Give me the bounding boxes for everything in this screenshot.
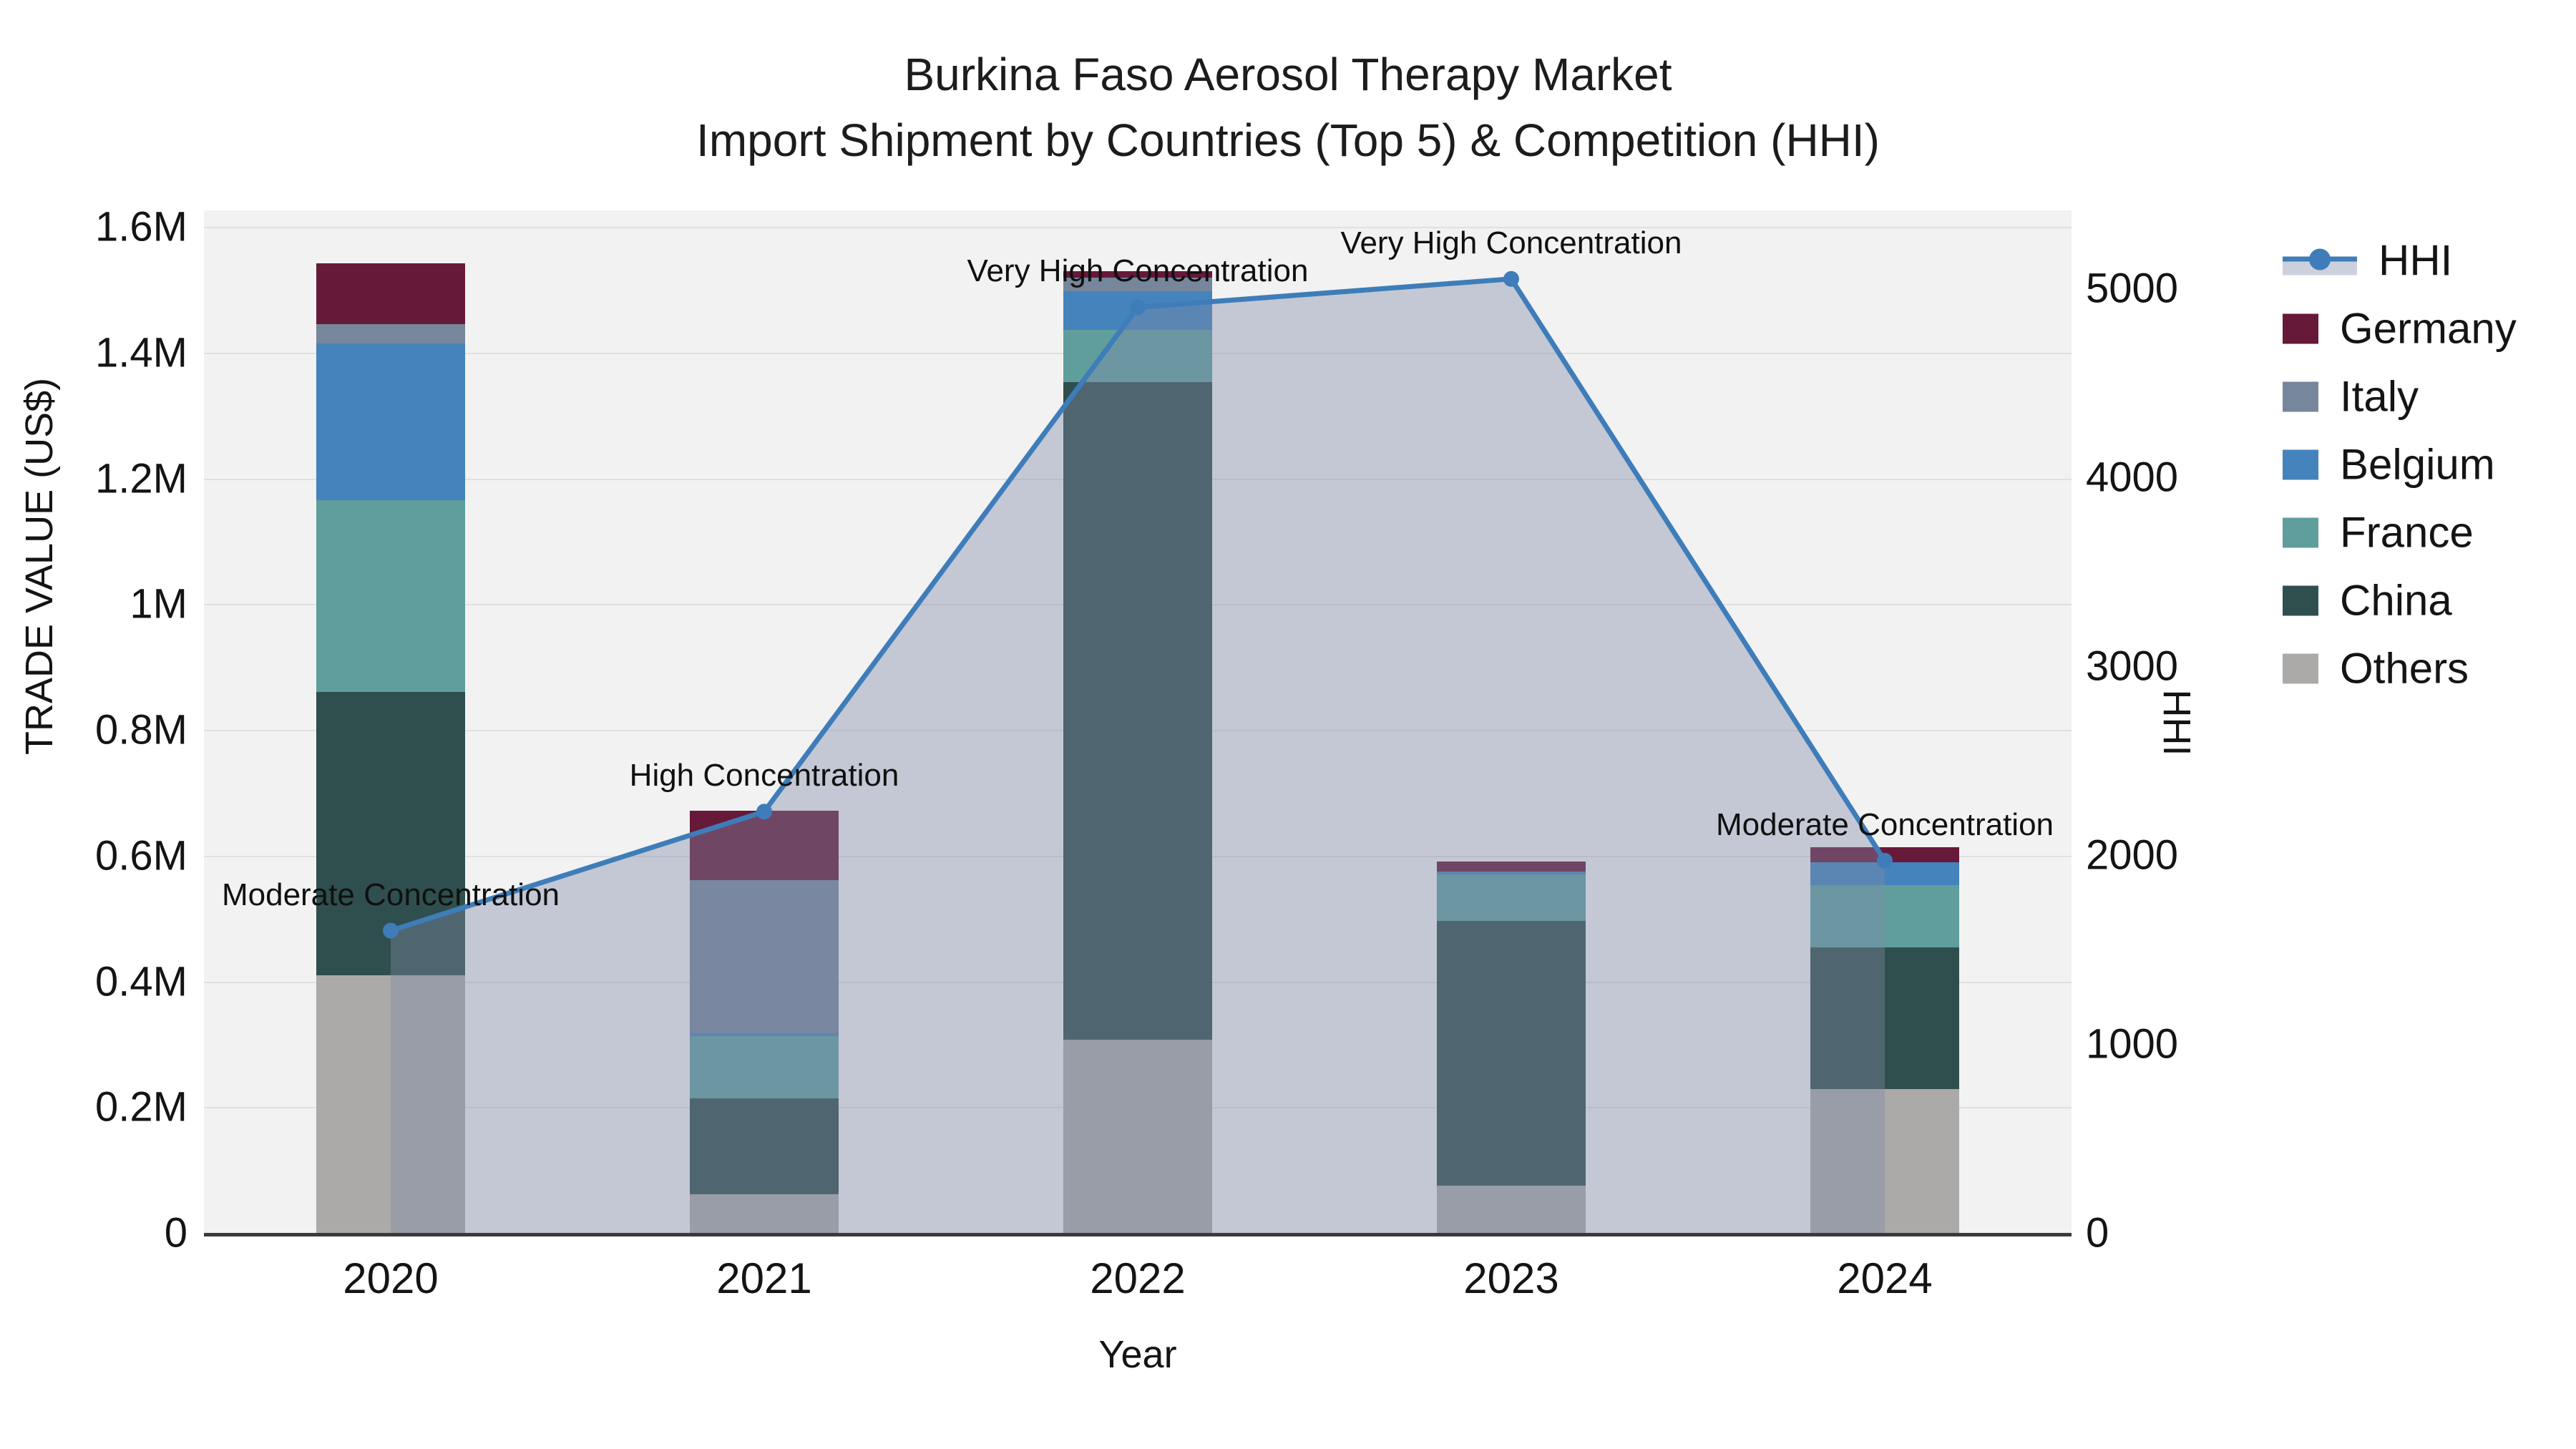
chart-title-line2: Import Shipment by Countries (Top 5) & C… <box>696 114 1880 166</box>
y-axis-right-title: HHI <box>2155 689 2198 756</box>
legend-label-france: France <box>2340 508 2474 557</box>
legend-label-germany: Germany <box>2340 304 2517 353</box>
legend-item-belgium[interactable]: Belgium <box>2283 440 2495 489</box>
annotation-2021: High Concentration <box>629 758 899 794</box>
legend-swatch-italy <box>2283 381 2318 411</box>
y-right-tick-5000: 5000 <box>2086 265 2179 312</box>
bar-segment-others-2021 <box>690 1194 839 1233</box>
bar-segment-china-2021 <box>690 1098 839 1194</box>
bar-segment-china-2023 <box>1437 921 1586 1186</box>
legend-swatch-china <box>2283 585 2318 615</box>
bar-segment-france-2024 <box>1810 885 1959 948</box>
bar-segment-china-2024 <box>1810 947 1959 1089</box>
annotation-2024: Moderate Concentration <box>1715 806 2054 842</box>
annotation-2022: Very High Concentration <box>967 253 1309 289</box>
legend-label-italy: Italy <box>2340 372 2419 421</box>
legend-hhi-marker-sample <box>2309 248 2331 270</box>
legend-item-china[interactable]: China <box>2283 576 2452 625</box>
y-left-tick-1.2M: 1.2M <box>95 455 187 502</box>
bar-segment-china-2022 <box>1063 382 1212 1040</box>
y-right-tick-2000: 2000 <box>2086 831 2179 879</box>
hhi-marker-2022 <box>1130 299 1146 316</box>
hhi-area-fill <box>391 278 1885 1233</box>
legend-item-hhi[interactable]: HHI <box>2283 236 2452 286</box>
y-left-tick-0.6M: 0.6M <box>95 832 187 879</box>
y-right-tick-3000: 3000 <box>2086 643 2179 690</box>
hhi-line-layer <box>383 270 1893 1233</box>
bar-segment-belgium-2023 <box>1437 871 1586 875</box>
legend-item-others[interactable]: Others <box>2283 644 2469 693</box>
y-right-tick-1000: 1000 <box>2086 1020 2179 1068</box>
bar-segment-germany-2021 <box>690 811 839 881</box>
annotation-2020: Moderate Concentration <box>221 877 560 912</box>
legend-swatch-germany <box>2283 313 2318 343</box>
bar-segment-belgium-2021 <box>690 1033 839 1036</box>
y-left-tick-0.2M: 0.2M <box>95 1083 187 1131</box>
bar-segment-germany-2022 <box>1063 271 1212 278</box>
legend-swatch-belgium <box>2283 449 2318 479</box>
plot-area: Moderate Concentration High Concentration… <box>204 210 2072 1236</box>
bar-segment-italy-2021 <box>690 880 839 1033</box>
x-tick-2024: 2024 <box>1837 1254 1933 1302</box>
bar-segment-others-2020 <box>316 975 465 1233</box>
legend-hhi-line-swatch <box>2283 240 2357 280</box>
bar-segment-belgium-2020 <box>316 343 465 501</box>
x-tick-2022: 2022 <box>1090 1254 1186 1302</box>
bar-segment-germany-2020 <box>316 263 465 325</box>
annotation-2023: Very High Concentration <box>1340 225 1682 260</box>
legend-label-others: Others <box>2340 644 2469 693</box>
legend-label-belgium: Belgium <box>2340 440 2495 489</box>
legend-item-italy[interactable]: Italy <box>2283 372 2419 421</box>
x-tick-2021: 2021 <box>716 1254 812 1302</box>
bar-segment-italy-2020 <box>316 324 465 343</box>
x-axis-title: Year <box>1098 1333 1177 1376</box>
legend-label-hhi: HHI <box>2379 236 2453 285</box>
bar-segment-others-2022 <box>1063 1040 1212 1233</box>
chart-title-line1: Burkina Faso Aerosol Therapy Market <box>904 49 1672 100</box>
x-tick-2023: 2023 <box>1463 1254 1559 1302</box>
legend-swatch-france <box>2283 517 2318 547</box>
y-right-tick-0: 0 <box>2086 1209 2109 1257</box>
bar-segment-france-2020 <box>316 500 465 693</box>
hhi-marker-2021 <box>756 804 772 820</box>
bar-segment-italy-2022 <box>1063 278 1212 291</box>
legend-item-germany[interactable]: Germany <box>2283 304 2517 353</box>
hhi-marker-2024 <box>1877 852 1893 869</box>
bar-segment-france-2023 <box>1437 874 1586 922</box>
legend-label-china: China <box>2340 576 2452 625</box>
y-left-tick-0.8M: 0.8M <box>95 706 187 753</box>
hhi-marker-2020 <box>383 922 399 939</box>
y-left-tick-1.4M: 1.4M <box>95 329 187 376</box>
y-left-tick-0.4M: 0.4M <box>95 958 187 1005</box>
x-tick-2020: 2020 <box>343 1254 439 1302</box>
bar-segment-others-2024 <box>1810 1088 1959 1233</box>
legend-swatch-others <box>2283 653 2318 683</box>
bar-segment-france-2021 <box>690 1035 839 1098</box>
y-left-tick-0: 0 <box>164 1209 187 1257</box>
gridline-1.6 <box>204 227 2072 228</box>
y-right-tick-4000: 4000 <box>2086 454 2179 501</box>
bar-segment-germany-2023 <box>1437 861 1586 872</box>
chart-title: Burkina Faso Aerosol Therapy Market Impo… <box>0 42 2576 173</box>
hhi-marker-2023 <box>1503 270 1519 287</box>
y-left-tick-1M: 1M <box>130 580 187 628</box>
y-left-tick-1.6M: 1.6M <box>95 203 187 250</box>
legend-item-france[interactable]: France <box>2283 508 2474 557</box>
bar-segment-others-2023 <box>1437 1186 1586 1233</box>
